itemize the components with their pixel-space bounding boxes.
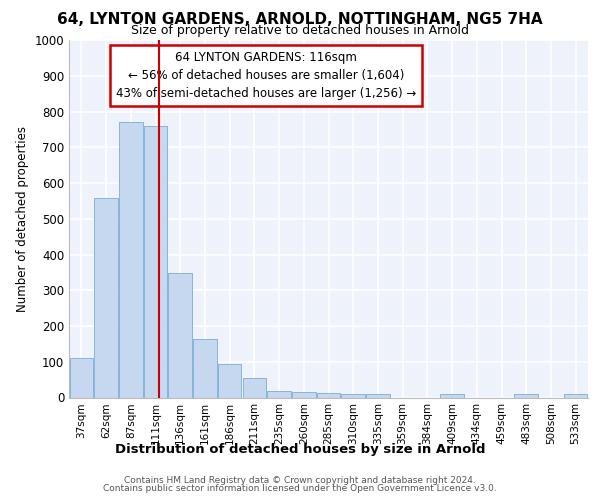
Text: Distribution of detached houses by size in Arnold: Distribution of detached houses by size … [115, 442, 485, 456]
Y-axis label: Number of detached properties: Number of detached properties [16, 126, 29, 312]
Bar [144, 126, 167, 398]
Bar [242, 378, 266, 398]
Bar [193, 339, 217, 398]
Text: Size of property relative to detached houses in Arnold: Size of property relative to detached ho… [131, 24, 469, 37]
Text: Contains public sector information licensed under the Open Government Licence v3: Contains public sector information licen… [103, 484, 497, 493]
Bar [218, 364, 241, 398]
Bar [292, 392, 316, 398]
Text: 64, LYNTON GARDENS, ARNOLD, NOTTINGHAM, NG5 7HA: 64, LYNTON GARDENS, ARNOLD, NOTTINGHAM, … [57, 12, 543, 27]
Bar [70, 358, 93, 398]
Bar [169, 273, 192, 398]
Bar [119, 122, 143, 398]
Bar [94, 198, 118, 398]
Bar [564, 394, 587, 398]
Text: 64 LYNTON GARDENS: 116sqm
← 56% of detached houses are smaller (1,604)
43% of se: 64 LYNTON GARDENS: 116sqm ← 56% of detac… [116, 50, 416, 100]
Bar [268, 391, 291, 398]
Bar [440, 394, 464, 398]
Bar [366, 394, 389, 398]
Bar [341, 394, 365, 398]
Text: Contains HM Land Registry data © Crown copyright and database right 2024.: Contains HM Land Registry data © Crown c… [124, 476, 476, 485]
Bar [317, 393, 340, 398]
Bar [514, 394, 538, 398]
